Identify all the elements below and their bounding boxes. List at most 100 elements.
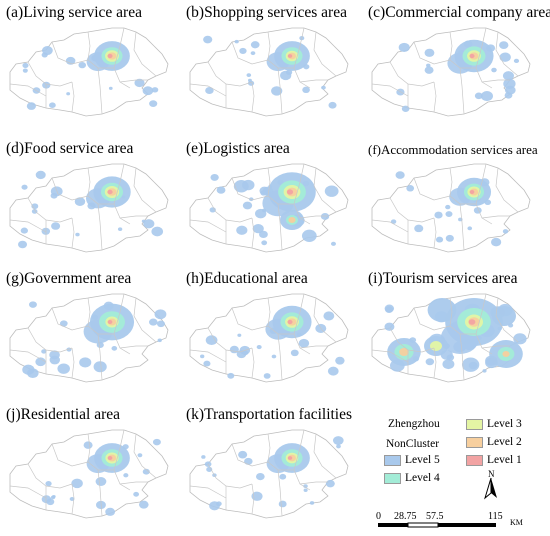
district-line (495, 167, 519, 213)
hotspot (303, 488, 308, 492)
hotspot (50, 495, 56, 500)
hotspot (107, 456, 113, 460)
legend-item-level5: Level 5 (384, 454, 440, 466)
hotspot (107, 189, 113, 195)
hotspot (320, 212, 330, 220)
scale-tick-1: 28.75 (394, 511, 417, 522)
district-map-k (189, 429, 349, 519)
hotspot (303, 484, 308, 488)
district-line (313, 31, 337, 77)
hotspot (93, 361, 107, 373)
legend-item-level3: Level 3 (466, 418, 522, 430)
district-line (371, 219, 409, 233)
district-line (251, 347, 255, 379)
district-map-i (371, 293, 531, 383)
hotspot (234, 39, 239, 44)
district-line (231, 307, 269, 331)
hotspot (261, 240, 268, 246)
panel-title-h: (h)Educational area (186, 270, 308, 287)
hotspot (288, 217, 296, 223)
map-panel-k: (k)Transportation facilities (182, 404, 362, 534)
district-line (87, 433, 114, 471)
district-line (299, 215, 328, 219)
panel-title-i: (i)Tourism services area (368, 270, 518, 287)
cluster-hotspots (41, 438, 161, 516)
hotspot (323, 311, 335, 321)
legend-swatch-level4 (384, 472, 401, 484)
hotspot (474, 92, 483, 100)
hotspot (200, 354, 205, 359)
district-line (119, 481, 148, 485)
hotspot (151, 226, 164, 237)
zhengzhou-boundary (9, 429, 169, 519)
panel-title-k: (k)Transportation facilities (186, 406, 353, 423)
cluster-hotspots (201, 436, 344, 511)
district-line (133, 297, 157, 343)
panel-title-b: (b)Shopping services area (186, 4, 347, 21)
hotspot (502, 71, 514, 81)
district-line (267, 167, 294, 205)
hotspot (502, 351, 510, 357)
district-line (413, 41, 451, 65)
district-map-c (371, 27, 531, 117)
district-line (113, 429, 131, 491)
hotspot (74, 197, 86, 206)
hotspot (250, 51, 256, 56)
panel-title-g: (g)Government area (6, 270, 132, 287)
district-line (433, 217, 437, 249)
hotspot (324, 185, 339, 197)
hotspot (435, 236, 444, 243)
hotspot (502, 229, 509, 234)
district-line (97, 203, 103, 251)
panel-title-e: (e)Logistics area (186, 140, 290, 157)
hotspot (260, 190, 267, 196)
hotspot (41, 349, 47, 354)
cluster-hotspots (18, 170, 164, 249)
district-line (9, 349, 47, 363)
map-panel-g: (g)Government area (2, 268, 182, 398)
hotspot (46, 498, 55, 506)
hotspot (95, 477, 107, 487)
panel-title-j: (j)Residential area (6, 406, 121, 423)
hotspot (29, 301, 37, 308)
district-line (119, 79, 148, 83)
district-line (481, 215, 510, 219)
district-line (449, 31, 476, 69)
district-line (449, 167, 476, 205)
district-line (277, 333, 283, 381)
scale-tick-3: 115 (488, 511, 503, 522)
hotspot (154, 309, 167, 320)
hotspot (242, 201, 253, 210)
hotspot (325, 479, 335, 488)
hotspot (385, 306, 394, 313)
hotspot (236, 225, 248, 235)
district-line (87, 167, 114, 205)
district-line (97, 333, 103, 381)
hotspot (22, 68, 28, 73)
district-line (231, 177, 269, 201)
district-line (277, 67, 283, 115)
panel-title-c: (c)Commercial company area (368, 4, 550, 21)
hotspot (513, 333, 527, 345)
zhengzhou-boundary (189, 429, 349, 519)
hotspot (327, 366, 339, 376)
hotspot (229, 345, 239, 354)
scale-bar-graphic (378, 522, 496, 528)
hotspot (239, 47, 247, 55)
hotspot (286, 189, 294, 195)
map-panel-h: (h)Educational area (182, 268, 362, 398)
district-line (71, 217, 75, 249)
hotspot (287, 54, 293, 58)
district-line (299, 481, 328, 485)
district-line (267, 433, 294, 471)
district-line (231, 443, 269, 467)
hotspot (133, 491, 140, 497)
hotspot (426, 63, 431, 68)
hotspot (35, 357, 46, 367)
hotspot (384, 322, 395, 331)
district-line (267, 297, 294, 335)
hotspot (57, 363, 70, 374)
district-line (51, 443, 89, 467)
hotspot (83, 441, 93, 449)
hotspot (242, 179, 255, 191)
